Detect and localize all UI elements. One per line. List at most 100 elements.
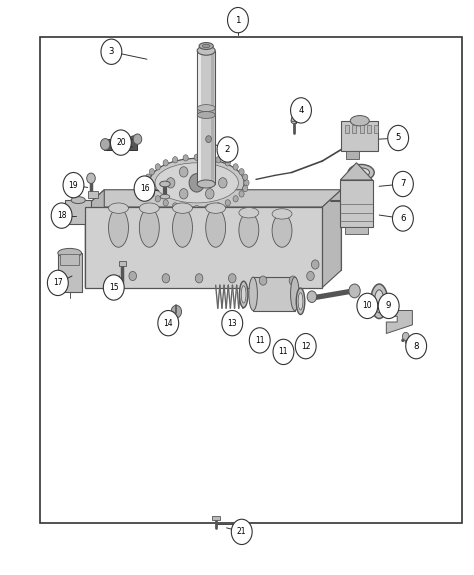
Circle shape	[134, 176, 155, 201]
Polygon shape	[386, 310, 412, 333]
Circle shape	[291, 98, 311, 123]
Ellipse shape	[298, 293, 303, 310]
Ellipse shape	[249, 277, 257, 310]
Text: 6: 6	[400, 214, 406, 223]
Text: 21: 21	[237, 527, 246, 536]
Circle shape	[406, 334, 427, 359]
Circle shape	[149, 168, 155, 175]
Ellipse shape	[291, 118, 297, 124]
Bar	[360, 125, 364, 133]
Ellipse shape	[239, 208, 259, 218]
Bar	[65, 200, 91, 224]
Text: 11: 11	[255, 336, 264, 345]
Text: 13: 13	[228, 319, 237, 328]
Circle shape	[259, 276, 267, 285]
Text: 16: 16	[140, 184, 149, 193]
Circle shape	[205, 205, 210, 211]
Text: 19: 19	[69, 181, 78, 190]
Ellipse shape	[160, 194, 170, 199]
Circle shape	[233, 164, 238, 170]
Circle shape	[217, 137, 238, 162]
Circle shape	[63, 172, 84, 198]
Bar	[374, 125, 378, 133]
Ellipse shape	[206, 203, 226, 213]
Ellipse shape	[109, 203, 128, 213]
Circle shape	[243, 174, 248, 181]
Ellipse shape	[272, 209, 292, 219]
Circle shape	[295, 334, 316, 359]
Circle shape	[225, 200, 230, 206]
Circle shape	[243, 185, 248, 191]
Circle shape	[225, 160, 230, 166]
Circle shape	[311, 260, 319, 269]
Ellipse shape	[353, 168, 370, 177]
Circle shape	[129, 271, 137, 281]
Circle shape	[195, 274, 203, 283]
Bar	[198, 51, 201, 184]
Circle shape	[239, 168, 244, 175]
Text: 17: 17	[53, 278, 63, 288]
Circle shape	[239, 191, 244, 197]
Bar	[291, 117, 297, 121]
Bar	[197, 108, 215, 115]
Ellipse shape	[197, 112, 215, 118]
Ellipse shape	[272, 214, 292, 247]
Bar	[367, 125, 371, 133]
Circle shape	[231, 519, 252, 545]
Ellipse shape	[348, 164, 374, 181]
Circle shape	[173, 203, 178, 209]
Text: 20: 20	[116, 138, 126, 147]
Circle shape	[219, 178, 227, 188]
Text: 9: 9	[386, 301, 392, 310]
Polygon shape	[340, 163, 373, 180]
Ellipse shape	[199, 43, 213, 49]
Circle shape	[307, 271, 314, 281]
Circle shape	[47, 270, 68, 296]
Circle shape	[149, 191, 155, 197]
Circle shape	[307, 291, 317, 302]
Circle shape	[146, 185, 151, 191]
Text: 12: 12	[301, 342, 310, 351]
Circle shape	[402, 332, 409, 340]
Ellipse shape	[206, 208, 226, 247]
Polygon shape	[85, 190, 341, 207]
Circle shape	[357, 293, 378, 319]
Circle shape	[205, 155, 210, 161]
Ellipse shape	[173, 208, 192, 247]
Text: 8: 8	[413, 342, 419, 351]
Circle shape	[183, 155, 188, 161]
Bar	[104, 139, 137, 150]
Ellipse shape	[173, 203, 192, 213]
Circle shape	[206, 136, 211, 143]
Polygon shape	[104, 190, 341, 270]
Circle shape	[206, 189, 214, 199]
Circle shape	[183, 205, 188, 211]
Ellipse shape	[71, 197, 85, 204]
Bar	[345, 227, 368, 234]
Ellipse shape	[197, 46, 215, 55]
Polygon shape	[322, 190, 341, 288]
Circle shape	[110, 130, 131, 155]
Text: 10: 10	[363, 301, 372, 310]
Circle shape	[101, 39, 122, 64]
Ellipse shape	[350, 116, 369, 126]
Bar	[341, 121, 378, 151]
Circle shape	[162, 274, 170, 283]
Ellipse shape	[160, 181, 170, 187]
Circle shape	[189, 174, 204, 192]
Ellipse shape	[109, 208, 128, 247]
Circle shape	[146, 174, 151, 181]
Circle shape	[155, 196, 160, 202]
Circle shape	[388, 125, 409, 151]
Circle shape	[206, 167, 214, 177]
Text: 11: 11	[279, 347, 288, 356]
Circle shape	[216, 156, 221, 163]
Text: 14: 14	[164, 319, 173, 328]
Ellipse shape	[239, 213, 259, 247]
Circle shape	[179, 189, 188, 199]
Ellipse shape	[202, 44, 210, 48]
Ellipse shape	[197, 105, 215, 112]
Circle shape	[244, 179, 249, 186]
Bar	[340, 180, 373, 227]
Circle shape	[163, 200, 168, 206]
